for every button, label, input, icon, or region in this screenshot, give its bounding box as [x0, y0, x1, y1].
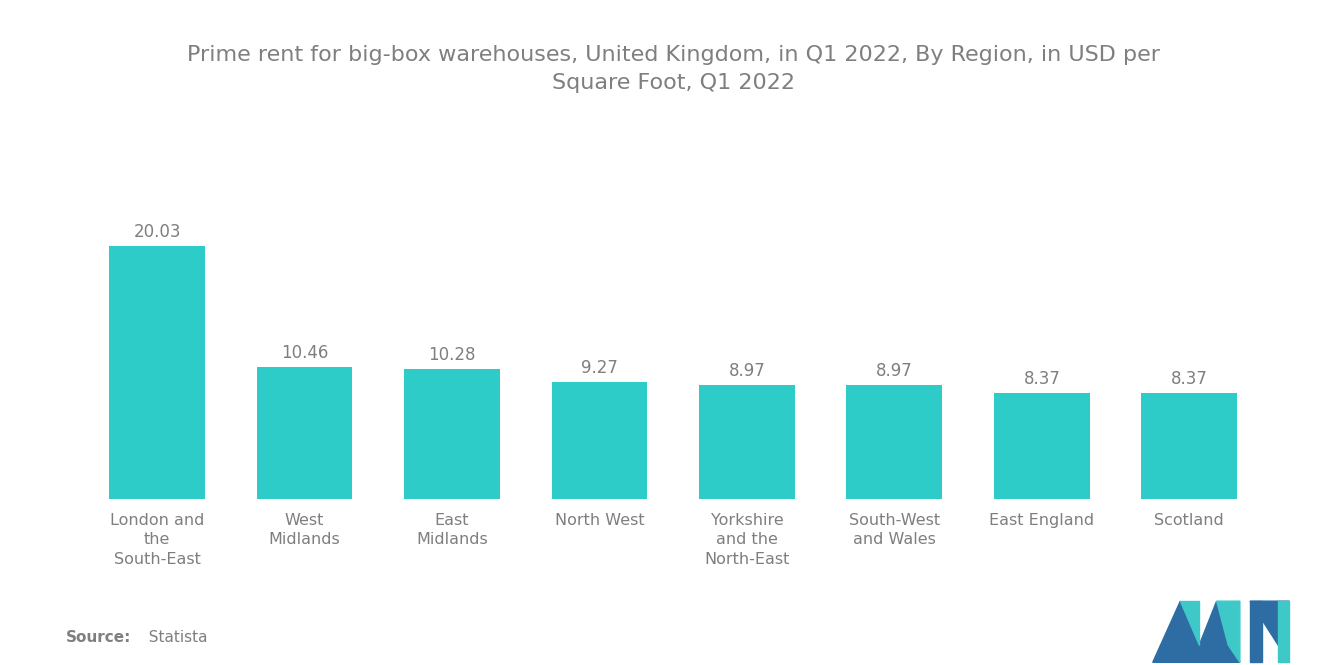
Polygon shape: [1217, 601, 1239, 662]
Polygon shape: [1152, 601, 1239, 662]
Text: 8.97: 8.97: [876, 362, 912, 380]
Text: 20.03: 20.03: [133, 223, 181, 241]
Title: Prime rent for big-box warehouses, United Kingdom, in Q1 2022, By Region, in USD: Prime rent for big-box warehouses, Unite…: [186, 45, 1160, 93]
Text: 9.27: 9.27: [581, 358, 618, 376]
Bar: [994, 393, 1090, 499]
Bar: [846, 386, 942, 499]
Polygon shape: [1278, 601, 1290, 662]
Bar: [552, 382, 647, 499]
Bar: [1142, 393, 1237, 499]
Polygon shape: [1250, 601, 1262, 662]
Text: 8.37: 8.37: [1171, 370, 1208, 388]
Text: 10.46: 10.46: [281, 344, 329, 362]
Text: 8.97: 8.97: [729, 362, 766, 380]
Text: 8.37: 8.37: [1023, 370, 1060, 388]
Bar: [404, 369, 500, 499]
Bar: [700, 386, 795, 499]
Polygon shape: [1180, 601, 1199, 645]
Text: Statista: Statista: [139, 630, 207, 645]
Bar: [256, 366, 352, 499]
Text: Source:: Source:: [66, 630, 132, 645]
Polygon shape: [1250, 601, 1290, 662]
Bar: [110, 245, 205, 499]
Text: 10.28: 10.28: [428, 346, 475, 364]
